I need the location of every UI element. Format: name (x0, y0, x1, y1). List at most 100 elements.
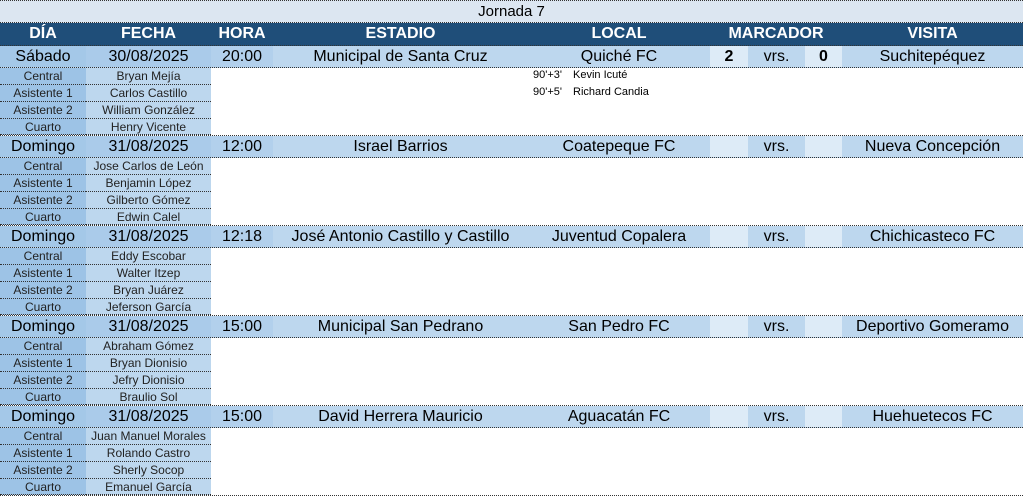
header-marcador: MARCADOR (728, 25, 824, 42)
referee-role: Central (0, 68, 86, 85)
match-time: 20:00 (211, 46, 273, 67)
header-local: LOCAL (591, 25, 647, 42)
referee-name: William González (86, 102, 211, 119)
referee-row: Asistente 1 Bryan Dionisio (0, 355, 1023, 372)
away-team: Huehuetecos FC (872, 407, 993, 425)
referee-row: Asistente 2 Gilberto Gómez (0, 192, 1023, 209)
referee-row: Cuarto Henry Vicente (0, 119, 1023, 136)
referee-row: Asistente 1 Benjamin López (0, 175, 1023, 192)
referee-row: Central Abraham Gómez (0, 338, 1023, 355)
referee-row: Cuarto Braulio Sol (0, 389, 1023, 406)
referee-role: Asistente 2 (0, 372, 86, 389)
referee-name: Bryan Dionisio (86, 355, 211, 372)
match-stadium: José Antonio Castillo y Castillo (291, 227, 510, 245)
match-date: 31/08/2025 (86, 136, 211, 157)
referee-name: Benjamin López (86, 175, 211, 192)
away-team: Nueva Concepción (864, 137, 1001, 155)
notes-area (211, 282, 1023, 299)
notes-area (211, 372, 1023, 389)
referee-row: Asistente 1 Rolando Castro (0, 445, 1023, 462)
notes-area (211, 462, 1023, 479)
notes-area (211, 299, 1023, 315)
match-row: Domingo 31/08/2025 15:00 Municipal San P… (0, 316, 1023, 338)
referee-role: Cuarto (0, 119, 86, 135)
goal-scorer: Richard Candia (573, 86, 649, 98)
referee-name: Edwin Calel (86, 209, 211, 225)
match-stadium: Israel Barrios (353, 137, 448, 155)
referee-role: Asistente 1 (0, 265, 86, 282)
referee-row: Central Jose Carlos de León (0, 158, 1023, 175)
referee-row: Cuarto Jeferson García (0, 299, 1023, 316)
header-dia: DÍA (29, 25, 57, 42)
match-row: Sábado 30/08/2025 20:00 Municipal de San… (0, 46, 1023, 68)
match-date: 30/08/2025 (86, 46, 211, 67)
home-team: Juventud Copalera (551, 227, 687, 245)
referee-role: Central (0, 428, 86, 445)
referee-row: Central Bryan Mejía 90'+3' Kevin Icuté (0, 68, 1023, 85)
notes-area (211, 265, 1023, 282)
match-time: 12:18 (211, 226, 273, 247)
away-score (805, 316, 842, 337)
goal-minute: 90'+3' (533, 69, 562, 81)
match-date: 31/08/2025 (86, 406, 211, 427)
referee-role: Asistente 2 (0, 462, 86, 479)
home-score: 2 (710, 46, 748, 67)
referee-name: Gilberto Gómez (86, 192, 211, 209)
referee-role: Asistente 2 (0, 102, 86, 119)
referee-role: Central (0, 338, 86, 355)
notes-area (211, 102, 1023, 119)
referee-row: Cuarto Emanuel García (0, 479, 1023, 496)
match-time: 12:00 (211, 136, 273, 157)
away-score (805, 226, 842, 247)
referee-row: Central Eddy Escobar (0, 248, 1023, 265)
notes-area (211, 428, 1023, 445)
referee-role: Asistente 2 (0, 282, 86, 299)
referee-name: Henry Vicente (86, 119, 211, 135)
referee-name: Walter Itzep (86, 265, 211, 282)
referee-role: Cuarto (0, 389, 86, 405)
referee-name: Carlos Castillo (86, 85, 211, 102)
versus-label: vrs. (763, 137, 790, 155)
versus-label: vrs. (763, 407, 790, 425)
notes-area (211, 389, 1023, 405)
match-date: 31/08/2025 (86, 226, 211, 247)
match-stadium: Municipal San Pedrano (317, 317, 484, 335)
home-team: San Pedro FC (568, 317, 670, 335)
home-team: Aguacatán FC (567, 407, 671, 425)
referee-role: Asistente 1 (0, 355, 86, 372)
referee-row: Asistente 2 Sherly Socop (0, 462, 1023, 479)
referee-name: Jeferson García (86, 299, 211, 315)
match-row: Domingo 31/08/2025 15:00 David Herrera M… (0, 406, 1023, 428)
notes-area (211, 338, 1023, 355)
referee-role: Asistente 1 (0, 445, 86, 462)
match-time: 15:00 (211, 406, 273, 427)
referee-row: Central Juan Manuel Morales (0, 428, 1023, 445)
goal-entry: 90'+3' Kevin Icuté (533, 69, 627, 81)
notes-area (211, 175, 1023, 192)
referee-role: Central (0, 158, 86, 175)
notes-area (211, 158, 1023, 175)
referee-row: Asistente 2 Jefry Dionisio (0, 372, 1023, 389)
goal-scorer: Kevin Icuté (573, 69, 628, 81)
referee-row: Asistente 1 Walter Itzep (0, 265, 1023, 282)
round-title: Jornada 7 (0, 0, 1023, 23)
referee-name: Juan Manuel Morales (86, 428, 211, 445)
notes-area: 90'+3' Kevin Icuté (211, 68, 1023, 85)
referee-role: Central (0, 248, 86, 265)
referee-role: Asistente 1 (0, 175, 86, 192)
notes-area (211, 119, 1023, 135)
referee-name: Rolando Castro (86, 445, 211, 462)
home-score (710, 316, 748, 337)
home-team: Coatepeque FC (562, 137, 676, 155)
match-row: Domingo 31/08/2025 12:00 Israel Barrios … (0, 136, 1023, 158)
versus-label: vrs. (763, 227, 790, 245)
match-day: Domingo (0, 136, 86, 157)
referee-name: Braulio Sol (86, 389, 211, 405)
round-title-text: Jornada 7 (478, 3, 545, 20)
referee-role: Cuarto (0, 209, 86, 225)
versus-label: vrs. (763, 47, 790, 65)
away-score (805, 406, 842, 427)
header-estadio: ESTADIO (365, 25, 436, 42)
away-team: Suchitepéquez (879, 47, 986, 65)
